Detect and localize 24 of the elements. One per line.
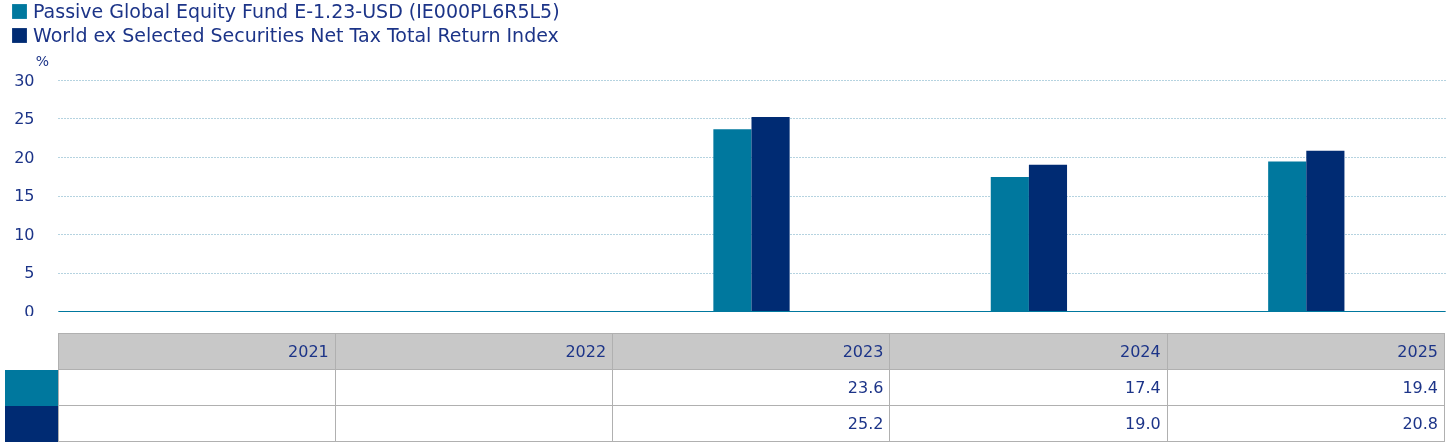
bar xyxy=(1028,164,1068,311)
data-label: 20.8 xyxy=(1167,405,1445,442)
x-tick-label: 2023 xyxy=(612,333,890,370)
y-tick-label: 25 xyxy=(14,109,35,128)
legend-label: World ex Selected Securities Net Tax Total Return Index xyxy=(33,23,559,46)
legend-label: Passive Global Equity Fund E-1.23-USD (IE000PL6R5L5) xyxy=(33,0,560,22)
y-axis-title: % xyxy=(35,52,50,69)
data-label: 17.4 xyxy=(889,369,1168,406)
data-label: 25.2 xyxy=(612,405,890,442)
y-tick-label: 10 xyxy=(14,224,35,244)
x-tick-label: 2024 xyxy=(889,333,1168,370)
y-tick-label: 30 xyxy=(14,70,35,90)
bar xyxy=(751,116,790,311)
x-tick-label: 2021 xyxy=(58,333,336,370)
data-label: 23.6 xyxy=(612,369,890,406)
bar xyxy=(1306,150,1345,311)
data-label: 19.0 xyxy=(889,405,1168,442)
y-tick-label: 5 xyxy=(24,263,35,282)
y-tick-label: 15 xyxy=(14,186,35,205)
x-tick-label: 2025 xyxy=(1167,333,1445,370)
y-tick-label: 0 xyxy=(24,301,35,321)
data-label: 19.4 xyxy=(1167,369,1445,406)
x-tick-label: 2022 xyxy=(335,333,613,370)
y-tick-label: 20 xyxy=(14,147,35,167)
